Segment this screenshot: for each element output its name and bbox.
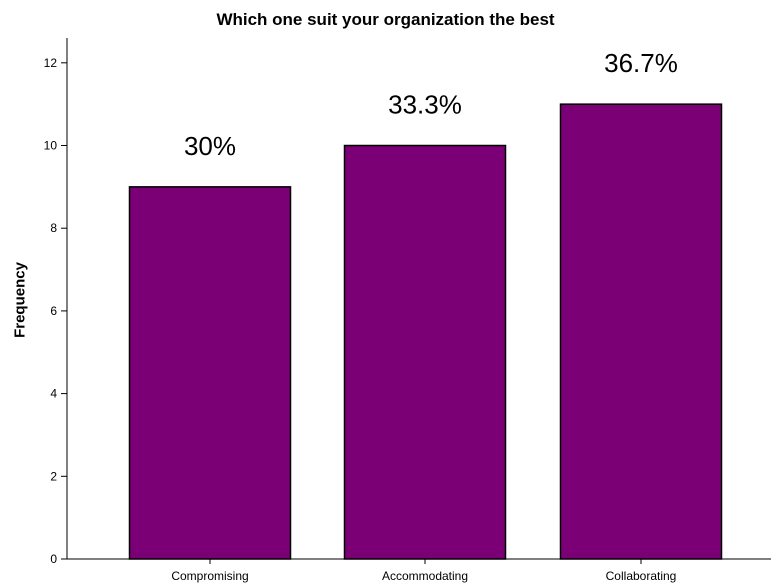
chart-title: Which one suit your organization the bes… [216,10,555,29]
x-tick-label: Accommodating [382,569,468,583]
data-label: 36.7% [604,48,678,78]
bar [128,186,292,560]
y-tick-label: 12 [44,56,58,70]
y-tick-label: 8 [50,221,57,235]
y-tick-label: 6 [50,304,57,318]
x-tick-label: Compromising [171,569,248,583]
y-tick-label: 2 [50,469,57,483]
x-tick-label: Collaborating [606,569,677,583]
data-label: 33.3% [388,90,462,120]
y-tick-label: 0 [50,552,57,566]
y-tick-label: 10 [44,139,58,153]
bar [343,144,507,560]
data-label: 30% [184,131,236,161]
y-tick-label: 4 [50,387,57,401]
bar [559,103,723,560]
